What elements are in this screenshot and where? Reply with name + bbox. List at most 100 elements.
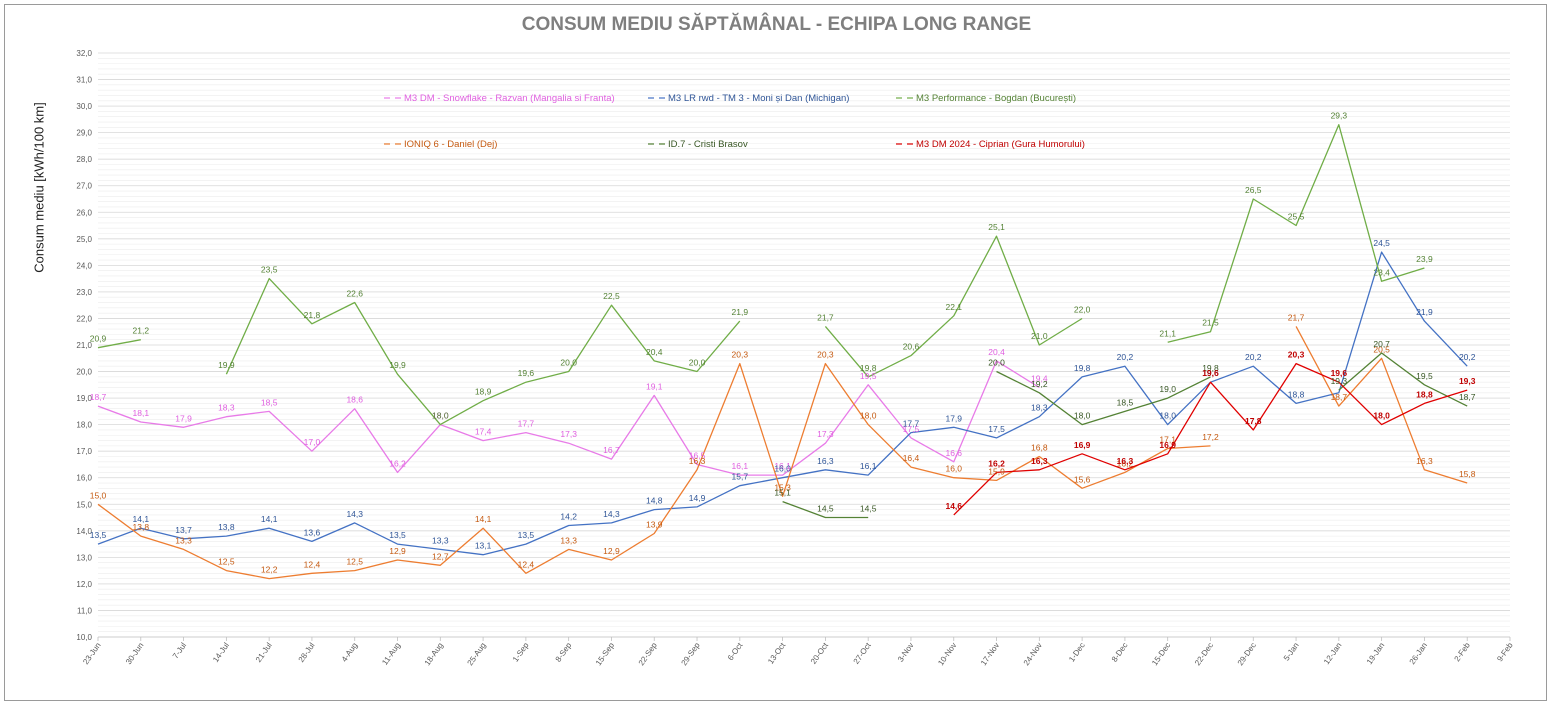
legend-entry: M3 DM - Snowflake - Razvan (Mangalia si … [404, 93, 615, 104]
data-label: 18,7 [1331, 392, 1348, 402]
data-label: 18,5 [261, 397, 278, 407]
data-label: 13,5 [518, 530, 535, 540]
y-tick-label: 23,0 [76, 288, 92, 297]
data-label: 16,3 [1031, 456, 1048, 466]
data-label: 17,5 [903, 424, 920, 434]
x-tick-label: 9-Feb [1495, 641, 1515, 664]
series-line [97, 251, 1468, 556]
x-tick-label: 7-Jul [171, 641, 188, 661]
y-tick-label: 15,0 [76, 500, 92, 509]
legend-entry: IONIQ 6 - Daniel (Dej) [404, 139, 497, 150]
data-label: 19,0 [1159, 384, 1176, 394]
data-label: 15,9 [988, 466, 1005, 476]
data-label: 12,9 [603, 546, 620, 556]
x-tick-label: 13-Oct [766, 640, 788, 665]
data-label: 14,3 [603, 509, 620, 519]
data-label: 13,3 [432, 535, 449, 545]
data-label: 18,5 [1117, 397, 1134, 407]
y-tick-label: 28,0 [76, 155, 92, 164]
data-label: 20,0 [689, 358, 706, 368]
data-label: 21,2 [133, 326, 150, 336]
data-label: 20,4 [988, 347, 1005, 357]
data-label: 19,8 [1202, 363, 1219, 373]
data-label: 16,2 [988, 458, 1005, 468]
data-label: 13,5 [90, 530, 107, 540]
data-label: 17,9 [175, 413, 192, 423]
y-tick-label: 24,0 [76, 261, 92, 270]
data-label: 14,5 [817, 504, 834, 514]
data-label: 19,5 [1416, 371, 1433, 381]
data-label: 15,6 [1074, 474, 1091, 484]
y-tick-label: 11,0 [77, 606, 93, 615]
data-label: 21,0 [1031, 331, 1048, 341]
y-tick-label: 32,0 [76, 49, 92, 58]
data-label: 19,9 [218, 360, 235, 370]
data-label: 16,2 [389, 458, 406, 468]
y-tick-label: 29,0 [76, 129, 92, 138]
data-label: 26,5 [1245, 185, 1262, 195]
data-label: 19,1 [646, 381, 663, 391]
data-label: 20,3 [1288, 350, 1305, 360]
x-tick-label: 14-Jul [211, 641, 231, 664]
data-label: 16,2 [1117, 458, 1134, 468]
x-tick-label: 22-Sep [637, 641, 659, 668]
data-label: 12,9 [389, 546, 406, 556]
data-label: 17,5 [988, 424, 1005, 434]
data-label: 20,0 [560, 358, 577, 368]
data-label: 18,9 [475, 387, 492, 397]
data-label: 19,8 [860, 363, 877, 373]
y-tick-label: 26,0 [76, 208, 92, 217]
data-label: 20,0 [988, 358, 1005, 368]
legend-entry: M3 LR rwd - TM 3 - Moni și Dan (Michigan… [668, 93, 849, 104]
x-tick-label: 29-Dec [1236, 641, 1258, 667]
series-line [225, 277, 741, 426]
series-line [97, 362, 1211, 580]
data-label: 21,7 [817, 312, 834, 322]
data-label: 16,3 [1416, 456, 1433, 466]
x-tick-label: 11-Aug [380, 641, 402, 667]
data-label: 16,8 [1031, 442, 1048, 452]
data-label: 19,9 [389, 360, 406, 370]
data-label: 12,4 [304, 559, 321, 569]
data-label: 16,0 [774, 464, 791, 474]
data-label: 17,4 [475, 427, 492, 437]
y-tick-label: 22,0 [76, 314, 92, 323]
x-tick-label: 27-Oct [852, 640, 874, 665]
x-tick-label: 4-Aug [340, 641, 360, 664]
series-line [824, 235, 1083, 378]
data-label: 17,2 [1202, 432, 1219, 442]
x-tick-label: 5-Jan [1282, 641, 1301, 663]
data-label: 19,3 [1331, 376, 1348, 386]
legend-entry: M3 Performance - Bogdan (București) [916, 93, 1076, 104]
data-label: 13,3 [175, 535, 192, 545]
data-label: 12,7 [432, 551, 449, 561]
legend: M3 DM - Snowflake - Razvan (Mangalia si … [384, 93, 1085, 150]
data-label: 13,8 [133, 522, 150, 532]
data-label: 18,0 [432, 411, 449, 421]
y-tick-label: 18,0 [76, 421, 92, 430]
data-label: 20,6 [903, 342, 920, 352]
data-label: 19,2 [1031, 379, 1048, 389]
x-tick-label: 10-Nov [936, 641, 958, 667]
data-label: 18,6 [346, 395, 363, 405]
data-label: 19,3 [1459, 376, 1476, 386]
x-tick-label: 23-Jun [81, 641, 102, 666]
data-label: 12,2 [261, 565, 278, 575]
data-label: 23,4 [1373, 267, 1390, 277]
data-label: 15,1 [774, 488, 791, 498]
data-label: 15,7 [732, 472, 749, 482]
data-label: 20,2 [1459, 352, 1476, 362]
x-tick-label: 2-Feb [1452, 641, 1472, 664]
data-label: 21,8 [304, 310, 321, 320]
series-line [953, 362, 1468, 516]
y-tick-label: 21,0 [76, 341, 92, 350]
data-label: 18,1 [133, 408, 150, 418]
data-label: 14,8 [646, 496, 663, 506]
data-label: 13,6 [304, 527, 321, 537]
data-label: 16,1 [732, 461, 749, 471]
data-label: 20,3 [732, 350, 749, 360]
x-tick-label: 26-Jan [1408, 641, 1429, 666]
data-label: 14,1 [261, 514, 278, 524]
data-label: 14,1 [475, 514, 492, 524]
series-line [97, 360, 1040, 476]
